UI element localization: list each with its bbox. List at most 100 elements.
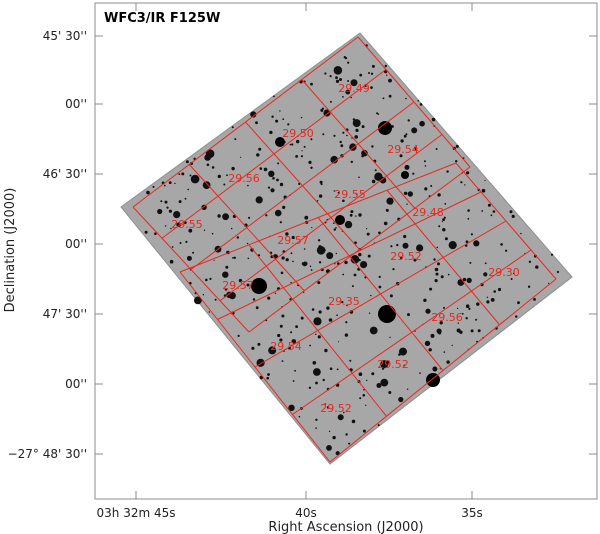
source-dot: [279, 110, 281, 112]
source-dot: [345, 89, 351, 95]
source-dot: [289, 298, 292, 301]
source-dot: [168, 181, 172, 185]
source-dot: [386, 197, 394, 205]
source-dot: [287, 123, 290, 126]
source-dot: [309, 265, 312, 268]
source-dot: [407, 191, 413, 197]
source-dot: [333, 66, 343, 75]
source-dot: [322, 133, 325, 136]
source-dot: [178, 173, 181, 176]
source-dot: [443, 216, 446, 219]
source-dot: [378, 231, 381, 235]
source-dot: [309, 344, 311, 347]
source-dot: [466, 277, 472, 283]
source-dot: [324, 72, 327, 75]
source-dot: [448, 241, 457, 250]
source-dot: [342, 273, 345, 276]
source-dot: [361, 149, 368, 157]
grid-line: [317, 217, 444, 371]
depth-label: 29.50: [282, 127, 314, 140]
source-dot: [515, 315, 518, 318]
source-dot: [467, 217, 470, 220]
source-dot: [285, 258, 289, 262]
source-dot: [290, 252, 293, 255]
source-dot: [517, 301, 520, 305]
source-dot: [403, 134, 407, 138]
source-dot: [358, 372, 363, 377]
depth-label: 29.35: [328, 295, 360, 308]
source-dot: [279, 182, 284, 187]
source-dot: [310, 82, 313, 86]
source-dot: [419, 372, 421, 374]
source-dot: [371, 64, 375, 68]
source-dot: [316, 200, 319, 202]
source-dot: [337, 191, 340, 194]
source-dot: [266, 376, 270, 380]
source-dot: [202, 294, 205, 296]
source-dot: [440, 275, 444, 279]
source-dot: [355, 193, 358, 195]
source-dot: [225, 265, 229, 269]
source-dot: [349, 213, 353, 217]
source-dot: [315, 381, 318, 385]
depth-label: 29.54: [270, 340, 302, 353]
depth-label: 29.52: [320, 402, 352, 415]
source-dot: [475, 318, 478, 321]
source-dot: [384, 64, 387, 68]
source-dot: [437, 193, 441, 197]
source-dot: [175, 223, 177, 225]
y-axis-title: Declination (J2000): [3, 188, 18, 313]
source-dot: [455, 160, 458, 163]
source-dot: [342, 199, 345, 203]
source-dot: [469, 261, 472, 264]
source-dot: [326, 306, 330, 310]
source-dot: [362, 429, 366, 433]
depth-label: 29.30: [488, 266, 520, 279]
source-dot: [211, 166, 215, 169]
source-dot: [358, 176, 360, 179]
source-dot: [188, 228, 193, 233]
source-dot: [290, 331, 293, 334]
source-dot: [234, 138, 237, 141]
source-dot: [444, 203, 447, 205]
source-dot: [436, 328, 442, 334]
source-dot: [359, 397, 362, 400]
depth-label: 29.55: [171, 218, 203, 231]
source-dot: [315, 333, 317, 335]
source-dot: [371, 179, 376, 184]
source-dot: [358, 252, 362, 257]
source-dot: [370, 86, 373, 89]
source-dot: [344, 57, 348, 60]
source-dot: [386, 74, 388, 76]
source-dot: [304, 215, 309, 220]
bright-source: [378, 121, 392, 135]
source-dot: [179, 242, 182, 244]
source-dot: [347, 80, 350, 82]
source-dot: [425, 308, 431, 314]
source-dot: [269, 130, 273, 135]
source-dot: [442, 218, 445, 222]
source-dot: [165, 225, 167, 227]
source-dot: [223, 183, 226, 186]
source-dot: [267, 296, 271, 300]
source-dot: [412, 172, 415, 175]
source-dot: [435, 148, 438, 150]
source-dot: [451, 344, 453, 347]
source-dot: [483, 272, 488, 277]
source-dot: [424, 165, 427, 167]
source-dot: [338, 341, 340, 343]
source-dot: [423, 160, 426, 163]
source-dot: [336, 314, 338, 317]
source-dot: [171, 246, 174, 248]
source-dot: [280, 271, 284, 275]
source-dot: [424, 187, 428, 191]
source-dot: [291, 235, 295, 240]
source-dot: [348, 442, 351, 445]
source-dot: [413, 258, 417, 262]
source-dot: [352, 119, 361, 128]
source-dot: [274, 292, 277, 294]
y-tick-label: 00'': [65, 377, 87, 391]
source-dot: [350, 79, 358, 87]
source-dot: [203, 229, 206, 231]
source-dot: [208, 311, 210, 313]
